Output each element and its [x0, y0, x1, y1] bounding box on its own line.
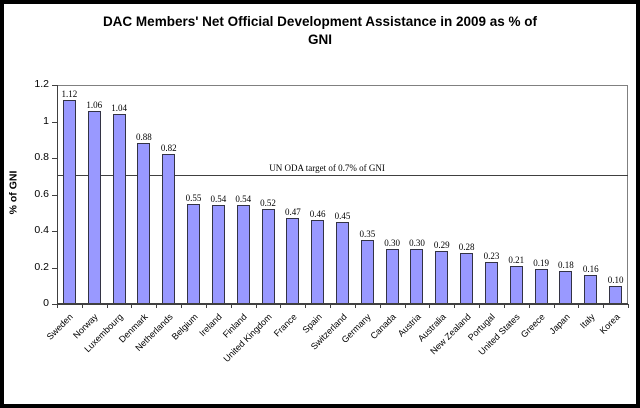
bar-value-label: 0.35	[359, 229, 376, 240]
y-tick-label: 0.4	[34, 224, 49, 236]
bar	[286, 218, 300, 304]
x-tick	[57, 304, 58, 308]
y-tick	[52, 194, 57, 196]
x-tick	[305, 304, 307, 308]
bar-value-label: 0.52	[260, 198, 276, 209]
y-tick-label: 0	[43, 297, 49, 309]
x-tick	[131, 304, 133, 308]
x-tick	[354, 304, 356, 308]
y-tick	[52, 85, 57, 86]
bar	[559, 271, 573, 304]
bar	[311, 220, 325, 304]
x-tick	[255, 304, 257, 308]
bar	[360, 240, 374, 304]
bar-value-label: 0.30	[384, 238, 401, 249]
bar-value-label: 0.16	[582, 263, 599, 274]
bar	[211, 205, 225, 304]
x-tick	[156, 304, 158, 308]
bar-value-label: 1.04	[111, 103, 127, 114]
x-tick	[479, 304, 481, 308]
bar-value-label: 0.29	[433, 240, 450, 251]
x-tick	[503, 304, 505, 308]
x-axis-line	[57, 303, 628, 305]
y-tick	[52, 267, 57, 269]
x-tick	[106, 304, 108, 308]
bar-value-label: 1.12	[61, 88, 78, 99]
bar	[385, 249, 399, 304]
y-axis-title: % of GNI	[7, 170, 20, 215]
bar	[435, 251, 449, 304]
bar-value-label: 0.19	[533, 258, 549, 269]
x-tick	[628, 304, 629, 308]
y-tick-label: 0.2	[34, 260, 49, 273]
bar-value-label: 0.23	[483, 251, 500, 262]
bar	[410, 249, 424, 304]
bar-value-label: 1.06	[86, 99, 103, 110]
y-tick-label: 0.6	[34, 187, 49, 200]
x-tick	[454, 304, 456, 308]
x-tick	[404, 304, 406, 308]
x-tick	[528, 304, 530, 308]
bar-value-label: 0.28	[458, 241, 475, 252]
bar-value-label: 0.45	[334, 210, 351, 221]
x-tick	[578, 304, 580, 308]
bar-value-label: 0.21	[508, 254, 525, 265]
x-tick	[181, 304, 183, 308]
y-axis-line	[57, 85, 58, 304]
x-tick	[205, 304, 207, 308]
x-tick	[553, 304, 555, 308]
bar-value-label: 0.46	[309, 209, 326, 220]
bar	[137, 143, 151, 304]
bar	[62, 99, 76, 304]
y-tick-label: 1.2	[34, 78, 49, 90]
x-tick	[603, 304, 605, 308]
bar-value-label: 0.55	[185, 192, 202, 203]
x-tick	[81, 304, 83, 308]
bar	[87, 110, 101, 304]
bar-value-label: 0.10	[607, 274, 624, 285]
bar-value-label: 0.18	[558, 260, 574, 271]
bar	[187, 203, 201, 304]
bar-value-label: 0.54	[235, 194, 252, 205]
bar-value-label: 0.30	[409, 238, 425, 249]
bar	[261, 209, 275, 304]
target-line	[57, 175, 628, 177]
y-tick	[52, 158, 57, 159]
bar	[609, 285, 623, 304]
x-tick	[230, 304, 232, 308]
bar	[534, 269, 548, 304]
target-line-label: UN ODA target of 0.7% of GNI	[269, 163, 385, 174]
x-tick	[379, 304, 381, 308]
bar	[236, 205, 250, 304]
bar-value-label: 0.47	[284, 207, 301, 218]
chart-title: DAC Members' Net Official Development As…	[102, 14, 538, 47]
bar	[162, 154, 176, 304]
x-tick	[280, 304, 282, 308]
y-tick-label: 1	[43, 114, 49, 127]
x-tick	[429, 304, 431, 308]
bar-value-label: 0.54	[210, 194, 227, 205]
y-tick-label: 0.8	[34, 151, 49, 163]
x-tick	[330, 304, 332, 308]
bar	[509, 265, 523, 304]
bar-value-label: 0.82	[160, 143, 177, 154]
y-tick	[52, 304, 57, 305]
bar-value-label: 0.88	[136, 132, 152, 143]
y-tick	[52, 231, 57, 232]
bar	[484, 262, 498, 304]
y-tick	[52, 121, 57, 123]
